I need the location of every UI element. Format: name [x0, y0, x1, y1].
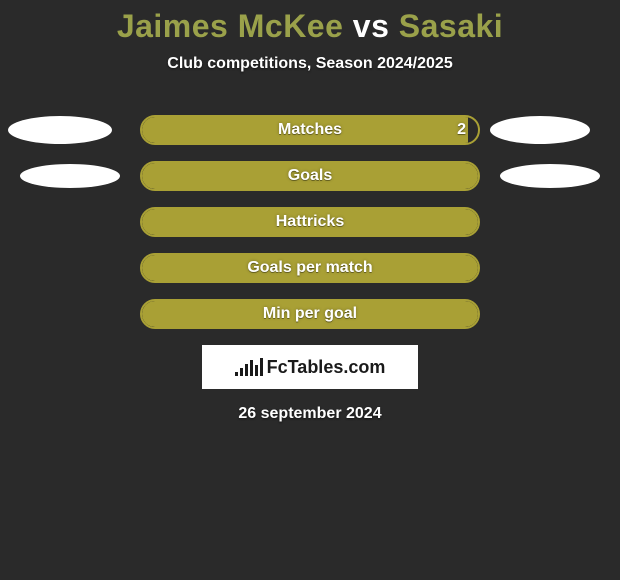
title-player-2: Sasaki: [399, 8, 503, 44]
title-vs: vs: [343, 8, 398, 44]
stat-label: Goals: [142, 163, 478, 189]
comparison-rows: Matches2 Goals Hattricks Goals per match Min…: [0, 115, 620, 329]
brand-text: FcTables.com: [267, 357, 386, 378]
comparison-row: Matches2: [0, 115, 620, 145]
stat-pill: Min per goal: [140, 299, 480, 329]
stat-value-right: 2: [457, 117, 466, 143]
comparison-row: Goals: [0, 161, 620, 191]
left-ellipse: [8, 116, 112, 144]
date-label: 26 september 2024: [0, 405, 620, 423]
comparison-row: Goals per match: [0, 253, 620, 283]
title-player-1: Jaimes McKee: [117, 8, 344, 44]
subtitle: Club competitions, Season 2024/2025: [0, 55, 620, 73]
bars-chart-icon: [235, 358, 263, 376]
stat-pill: Hattricks: [140, 207, 480, 237]
page-title: Jaimes McKee vs Sasaki: [0, 0, 620, 45]
stat-label: Hattricks: [142, 209, 478, 235]
right-ellipse: [500, 164, 600, 188]
brand-box: FcTables.com: [202, 345, 418, 389]
stat-label: Min per goal: [142, 301, 478, 327]
comparison-row: Min per goal: [0, 299, 620, 329]
stat-label: Goals per match: [142, 255, 478, 281]
stat-pill: Goals: [140, 161, 480, 191]
right-ellipse: [490, 116, 590, 144]
comparison-row: Hattricks: [0, 207, 620, 237]
left-ellipse: [20, 164, 120, 188]
stat-pill: Goals per match: [140, 253, 480, 283]
stat-pill: Matches2: [140, 115, 480, 145]
stat-label: Matches: [142, 117, 478, 143]
